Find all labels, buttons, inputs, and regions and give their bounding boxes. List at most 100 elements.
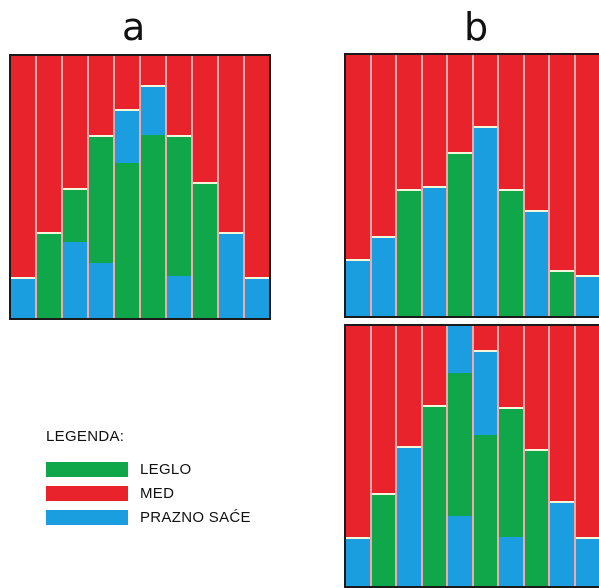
brood-segment [448, 373, 472, 516]
legend-label-honey: MED [140, 485, 174, 502]
empty-comb-segment [397, 448, 421, 586]
empty-comb-segment [219, 234, 243, 318]
hive-frame-1 [346, 55, 372, 316]
empty-comb-segment [141, 87, 165, 134]
empty-comb-swatch-icon [46, 510, 128, 525]
hive-frame-7 [499, 55, 525, 316]
legend-label-empty: PRAZNO SAĆE [140, 509, 251, 526]
hive-frame-6 [474, 326, 500, 586]
frame-row [346, 55, 599, 316]
hive-frame-6 [141, 56, 167, 318]
hive-frame-1 [346, 326, 372, 586]
segment-cap-line [550, 501, 574, 503]
hive-frame-5 [448, 55, 474, 316]
empty-comb-segment [346, 539, 370, 586]
legend-label-brood: LEGLO [140, 461, 192, 478]
hive-frame-5 [115, 56, 141, 318]
brood-segment [141, 135, 165, 318]
segment-cap-line [474, 126, 498, 128]
segment-cap-line [346, 259, 370, 261]
segment-cap-line [11, 277, 35, 279]
segment-cap-line [397, 446, 421, 448]
hive-frame-3 [397, 55, 423, 316]
hive-frame-3 [397, 326, 423, 586]
brood-swatch-icon [46, 462, 128, 477]
hive-frame-10 [576, 55, 599, 316]
empty-comb-segment [448, 326, 472, 373]
segment-cap-line [448, 152, 472, 154]
hive-frame-5 [448, 326, 474, 586]
empty-comb-segment [372, 238, 396, 316]
brood-segment [525, 451, 549, 586]
segment-cap-line [550, 270, 574, 272]
segment-cap-line [167, 135, 191, 137]
legend: LEGENDA: LEGLO MED PRAZNO SAĆE [46, 428, 251, 529]
hive-frame-4 [89, 56, 115, 318]
segment-cap-line [63, 188, 87, 190]
brood-segment [474, 435, 498, 586]
empty-comb-segment [499, 537, 523, 586]
segment-cap-line [37, 232, 61, 234]
segment-cap-line [423, 186, 447, 188]
hive-frame-2 [372, 55, 398, 316]
empty-comb-segment [576, 277, 599, 316]
brood-segment [63, 190, 87, 242]
panel-label-b: b [464, 8, 488, 46]
empty-comb-segment [63, 242, 87, 318]
hive-frame-6 [474, 55, 500, 316]
segment-cap-line [115, 109, 139, 111]
segment-cap-line [448, 324, 472, 326]
hive-frame-3 [63, 56, 89, 318]
segment-cap-line [372, 236, 396, 238]
segment-cap-line [525, 210, 549, 212]
hive-frame-2 [37, 56, 63, 318]
segment-cap-line [525, 449, 549, 451]
segment-cap-line [576, 275, 599, 277]
empty-comb-segment [245, 279, 269, 318]
hive-frame-8 [193, 56, 219, 318]
honey-swatch-icon [46, 486, 128, 501]
segment-cap-line [499, 407, 523, 409]
hive-panel-b-bottom [344, 324, 599, 588]
hive-frame-10 [576, 326, 599, 586]
segment-cap-line [372, 493, 396, 495]
brood-segment [115, 163, 139, 318]
hive-frame-10 [245, 56, 269, 318]
empty-comb-segment [115, 111, 139, 163]
brood-segment [372, 495, 396, 586]
legend-title: LEGENDA: [46, 428, 251, 445]
segment-cap-line [141, 85, 165, 87]
brood-segment [397, 191, 421, 316]
empty-comb-segment [525, 212, 549, 316]
hive-panel-a [9, 54, 271, 320]
hive-frame-8 [525, 326, 551, 586]
empty-comb-segment [474, 128, 498, 316]
hive-frame-4 [423, 326, 449, 586]
empty-comb-segment [474, 352, 498, 435]
segment-cap-line [89, 135, 113, 137]
hive-frame-1 [11, 56, 37, 318]
brood-segment [423, 407, 447, 586]
hive-frame-9 [550, 326, 576, 586]
empty-comb-segment [346, 261, 370, 316]
legend-item-honey: MED [46, 481, 251, 505]
empty-comb-segment [11, 279, 35, 318]
hive-frame-8 [525, 55, 551, 316]
brood-segment [167, 137, 191, 276]
segment-cap-line [193, 182, 217, 184]
hive-frame-4 [423, 55, 449, 316]
segment-cap-line [346, 537, 370, 539]
legend-item-brood: LEGLO [46, 457, 251, 481]
segment-cap-line [474, 350, 498, 352]
brood-segment [499, 191, 523, 316]
brood-segment [193, 184, 217, 318]
segment-cap-line [499, 189, 523, 191]
hive-frame-9 [219, 56, 245, 318]
empty-comb-segment [550, 503, 574, 586]
hive-panel-b-top [344, 53, 599, 318]
segment-cap-line [219, 232, 243, 234]
legend-item-empty: PRAZNO SAĆE [46, 505, 251, 529]
brood-segment [37, 234, 61, 318]
segment-cap-line [423, 405, 447, 407]
segment-cap-line [397, 189, 421, 191]
